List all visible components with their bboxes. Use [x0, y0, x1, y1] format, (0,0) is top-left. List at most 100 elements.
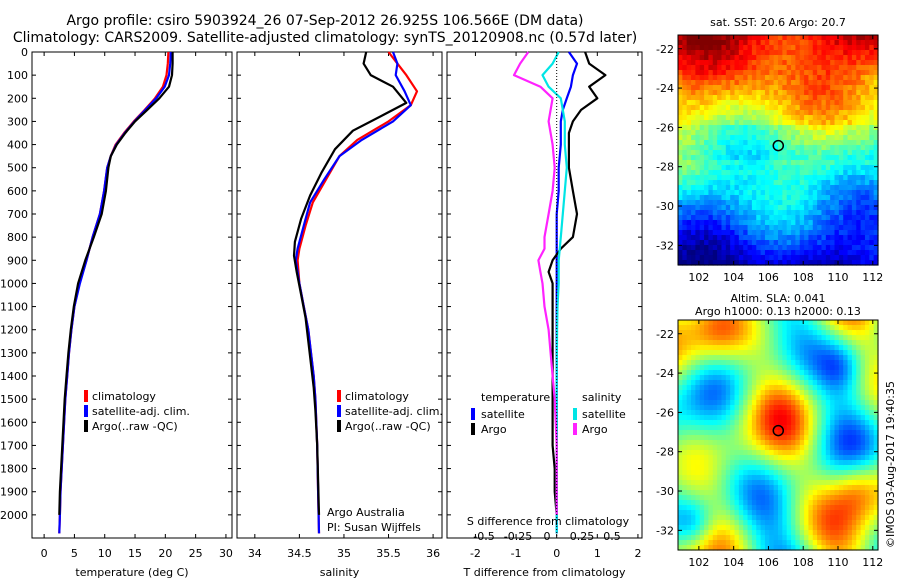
temperature-panel-ytick-label: 200 [7, 92, 28, 105]
sst-map-ytick-label: -22 [656, 43, 674, 56]
temperature-panel-ytick-label: 1300 [0, 347, 28, 360]
temperature-panel-xlabel: temperature (deg C) [75, 566, 188, 579]
sst-map-xtick-label: 106 [758, 271, 779, 284]
temperature-panel-xtick-label: 5 [71, 547, 78, 560]
difference-panel-xlabel: T difference from climatology [463, 566, 626, 579]
salinity-diff-legend-swatch [573, 408, 577, 420]
sst-map-title: sat. SST: 20.6 Argo: 20.7 [710, 16, 846, 29]
temperature-legend-label: Argo(..raw -QC) [92, 420, 178, 433]
temperature-panel-ytick-label: 1200 [0, 324, 28, 337]
salinity-legend-swatch [337, 420, 341, 432]
sst-map-ytick-label: -24 [656, 82, 674, 95]
temperature-panel-ytick-label: 400 [7, 139, 28, 152]
temperature-diff-legend-title: temperature [481, 391, 550, 404]
temperature-panel-ytick-label: 100 [7, 69, 28, 82]
salinity-legend-swatch [337, 390, 341, 402]
sst-map-ytick-label: -28 [656, 161, 674, 174]
temperature-panel-axes-frame [31, 51, 233, 539]
figure-title-line2: Climatology: CARS2009. Satellite-adjuste… [12, 30, 638, 46]
sla-map-ytick-label: -30 [656, 485, 674, 498]
figure-title-line1: Argo profile: csiro 5903924_26 07-Sep-20… [66, 13, 584, 29]
temperature-diff-legend-label: satellite [481, 408, 525, 421]
salinity-panel-xtick-label: 34.5 [287, 547, 312, 560]
pi-name-label: PI: Susan Wijffels [327, 521, 421, 534]
salinity-legend-label: climatology [345, 390, 409, 403]
sla-map-title-line1: Altim. SLA: 0.041 [730, 292, 826, 305]
salinity-diff-legend-label: satellite [582, 408, 626, 421]
sst-map-xtick-label: 110 [828, 271, 849, 284]
salinity-panel-xtick-label: 35 [337, 547, 351, 560]
salinity-legend-label: satellite-adj. clim. [345, 405, 443, 418]
sla-map-ytick-label: -22 [656, 328, 674, 341]
sla-map-xtick-label: 110 [828, 556, 849, 569]
s-difference-tick-label: -0.5 [473, 530, 494, 543]
sst-map-ytick-label: -30 [656, 200, 674, 213]
temperature-diff-legend-label: Argo [481, 423, 507, 436]
salinity-panel-xtick-label: 36 [426, 547, 440, 560]
difference-panel-xtick-label: -1 [511, 547, 522, 560]
temperature-panel-ytick-label: 1900 [0, 486, 28, 499]
temperature-panel-xtick-label: 20 [158, 547, 172, 560]
temperature-legend-swatch [84, 390, 88, 402]
temperature-panel-ytick-label: 1800 [0, 463, 28, 476]
temperature-panel-ytick-label: 300 [7, 115, 28, 128]
argo-australia-label: Argo Australia [327, 506, 405, 519]
s-difference-tick-label: -0.25 [504, 530, 532, 543]
salinity-panel-axes-frame [236, 51, 443, 539]
sla-map-frame [677, 319, 879, 551]
s-difference-tick-label: 0 [544, 530, 551, 543]
sla-map-argo-position-marker [772, 424, 785, 437]
sla-map-field [678, 320, 879, 551]
temperature-panel-ytick-label: 1000 [0, 277, 28, 290]
salinity-panel-xlabel: salinity [320, 566, 360, 579]
sla-map-title-line2: Argo h1000: 0.13 h2000: 0.13 [695, 305, 861, 318]
s-difference-tick-label: 0.25 [570, 530, 595, 543]
salinity-legend-label: Argo(..raw -QC) [345, 420, 431, 433]
sst-map-xtick-label: 112 [862, 271, 883, 284]
temperature-legend-label: climatology [92, 390, 156, 403]
sst-map-argo-position-marker [772, 139, 785, 152]
sst-map-xtick-label: 108 [793, 271, 814, 284]
sla-map-xtick-label: 102 [688, 556, 709, 569]
sst-map-ytick-label: -32 [656, 239, 674, 252]
sla-map-xtick-label: 112 [862, 556, 883, 569]
sst-map-field [678, 35, 879, 266]
temperature-panel-ytick-label: 800 [7, 231, 28, 244]
temperature-panel-ytick-label: 1400 [0, 370, 28, 383]
sla-map-ytick-label: -26 [656, 406, 674, 419]
temperature-panel-ytick-label: 1500 [0, 393, 28, 406]
temperature-panel-series-argo-raw-qc [58, 52, 174, 515]
difference-panel-xtick-label: 2 [634, 547, 641, 560]
temperature-panel-xtick-label: 0 [41, 547, 48, 560]
sla-map-ytick-label: -24 [656, 367, 674, 380]
temperature-legend-swatch [84, 405, 88, 417]
temperature-panel-ytick-label: 900 [7, 254, 28, 267]
salinity-diff-legend-title: salinity [582, 391, 622, 404]
sst-map-frame [677, 34, 879, 266]
salinity-diff-legend-label: Argo [582, 423, 608, 436]
temperature-panel-xtick-label: 30 [219, 547, 233, 560]
salinity-legend-swatch [337, 405, 341, 417]
sla-map-xtick-label: 108 [793, 556, 814, 569]
salinity-panel-xtick-label: 34 [248, 547, 262, 560]
difference-panel-xtick-label: 1 [594, 547, 601, 560]
temperature-diff-legend-swatch [471, 408, 475, 420]
s-difference-xlabel: S difference from climatology [467, 515, 630, 528]
temperature-panel-xtick-label: 15 [128, 547, 142, 560]
difference-panel-xtick-label: -2 [470, 547, 481, 560]
temperature-legend-swatch [84, 420, 88, 432]
salinity-panel-series-argo-raw-qc [292, 51, 408, 515]
salinity-panel-xtick-label: 35.5 [376, 547, 401, 560]
sla-map-xtick-label: 104 [723, 556, 744, 569]
temperature-panel-ytick-label: 1700 [0, 439, 28, 452]
sst-map-xtick-label: 102 [688, 271, 709, 284]
temperature-panel-ytick-label: 500 [7, 162, 28, 175]
sla-map-ytick-label: -28 [656, 446, 674, 459]
sst-map-ytick-label: -26 [656, 121, 674, 134]
temperature-panel-ytick-label: 2000 [0, 509, 28, 522]
temperature-panel-ytick-label: 600 [7, 185, 28, 198]
temperature-legend-label: satellite-adj. clim. [92, 405, 190, 418]
temperature-panel-xtick-label: 10 [98, 547, 112, 560]
temperature-panel-ytick-label: 1600 [0, 416, 28, 429]
